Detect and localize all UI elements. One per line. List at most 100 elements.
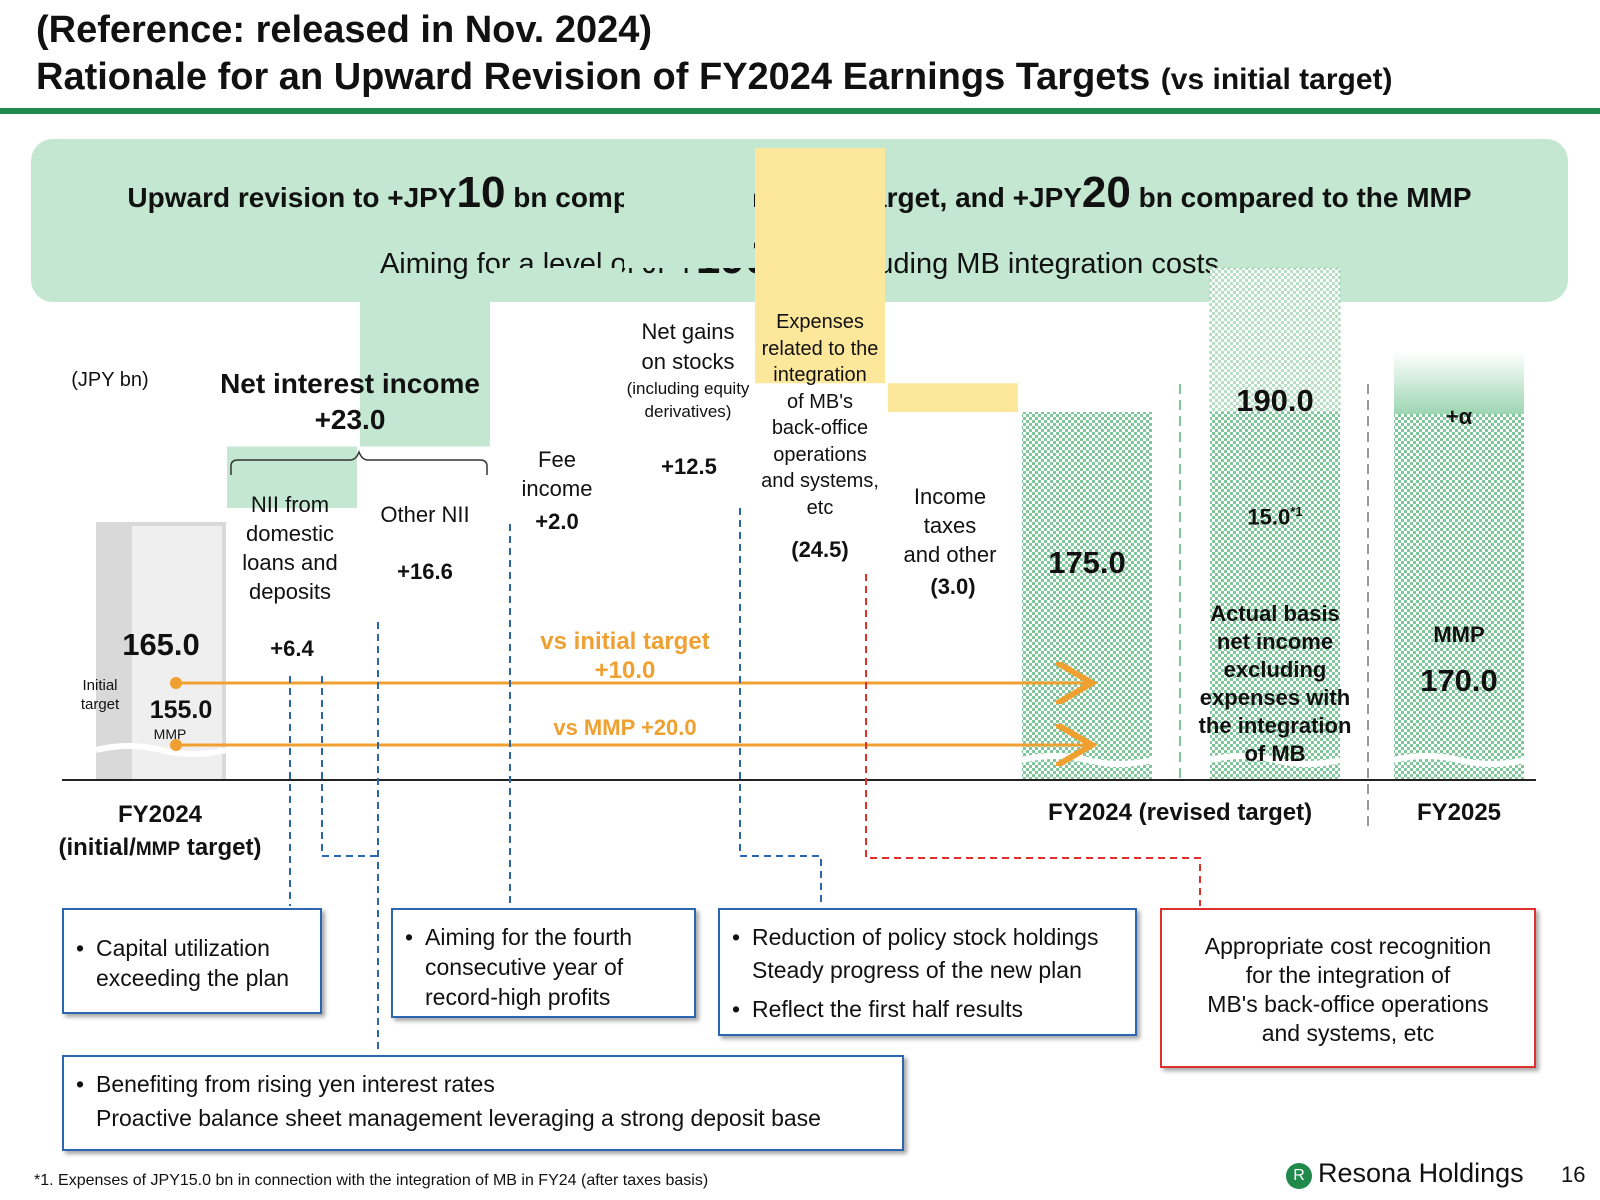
note-line: Benefiting from rising yen interest rate… — [96, 1071, 495, 1097]
bar-label-line: on stocks — [612, 347, 764, 377]
bar-label-line: Expenses — [748, 309, 892, 336]
initial-target-label-line: target — [70, 695, 130, 714]
bar-label-line: and other — [885, 540, 1015, 569]
annotation-text: vs initial target — [510, 627, 740, 656]
x-label-fy24-revised: FY2024 (revised target) — [1010, 798, 1350, 827]
bar-label-actual-basis: Actual basis net income excluding expens… — [1185, 600, 1365, 768]
bar-label-line: derivatives) — [612, 400, 764, 423]
bar-segment-label-fy25: MMP — [1394, 620, 1524, 649]
bar-fy24-revised — [1022, 412, 1152, 780]
bar-value-fee: +2.0 — [492, 507, 622, 536]
bar-label-line: operations — [748, 442, 892, 469]
note-text: Aiming for the fourth consecutive year o… — [425, 922, 684, 1012]
note-rates: • Benefiting from rising yen interest ra… — [62, 1055, 904, 1151]
bar-value-tax: (3.0) — [888, 572, 1018, 601]
bullet-icon: • — [732, 994, 752, 1024]
note-cost: Appropriate cost recognition for the int… — [1160, 908, 1536, 1068]
note-line: Proactive balance sheet management lever… — [96, 1105, 821, 1131]
bar-fee — [494, 268, 622, 287]
bar-top-label-fy25: +α — [1394, 402, 1524, 431]
note-bullet: • Reflect the first half results — [720, 988, 1135, 1024]
note-line: for the integration of — [1170, 961, 1526, 990]
note-bullet: • Aiming for the fourth consecutive year… — [393, 910, 694, 1012]
bar-label-line: related to the — [748, 336, 892, 363]
bar-label-mb-expenses: Expenses related to the integration of M… — [748, 309, 892, 521]
connector-rates-a — [322, 676, 378, 856]
bar-label-line: Actual basis — [1185, 600, 1365, 628]
bar-label-line: excluding — [1185, 656, 1365, 684]
bar-value-other-nii: +16.6 — [360, 557, 490, 586]
bar-label-line: NII from — [220, 490, 360, 519]
bar-label-line: Net gains — [612, 317, 764, 347]
x-label-part: MMP — [136, 839, 180, 860]
annotation-vs-initial: vs initial target +10.0 — [510, 627, 740, 685]
logo-text: Resona Holdings — [1318, 1158, 1524, 1188]
bar-label-line: income — [492, 474, 622, 503]
bar-label-line: domestic — [220, 519, 360, 548]
x-label-line: FY2024 — [40, 798, 280, 831]
note-text: Capital utilization exceeding the plan — [96, 933, 310, 993]
bar-label-line: Fee — [492, 445, 622, 474]
bar-label-line: (including equity — [612, 377, 764, 400]
bar-label-line: of MB — [1185, 740, 1365, 768]
bullet-icon: • — [405, 922, 425, 1012]
bullet-icon: • — [76, 1069, 96, 1137]
note-text: Appropriate cost recognition for the int… — [1162, 910, 1534, 1048]
note-line: Reduction of policy stock holdings — [752, 924, 1098, 950]
bar-value-start: 165.0 — [96, 630, 226, 659]
annotation-vs-mmp: vs MMP +20.0 — [510, 713, 740, 742]
bar-fy25 — [1394, 414, 1524, 780]
bar-label-line: taxes — [885, 511, 1015, 540]
bar-label-line: deposits — [220, 577, 360, 606]
note-bullet: • Capital utilization exceeding the plan — [64, 910, 320, 993]
bar-label-fee: Fee income — [492, 445, 622, 503]
resona-logo-icon: R — [1286, 1163, 1312, 1189]
footnote: *1. Expenses of JPY15.0 bn in connection… — [34, 1172, 708, 1190]
annotation-value: +10.0 — [510, 656, 740, 685]
brand-logo: R Resona Holdings — [1286, 1158, 1524, 1189]
bar-label-other-nii: Other NII — [360, 500, 490, 529]
note-bullet: • Reduction of policy stock holdings Stea… — [720, 910, 1135, 988]
bar-value-nii-loans: +6.4 — [227, 634, 357, 663]
note-stocks: • Reduction of policy stock holdings Stea… — [718, 908, 1137, 1036]
bar-value-actual-basis: 190.0 — [1210, 386, 1340, 415]
bar-label-line: and systems, — [748, 468, 892, 495]
bullet-icon: • — [76, 933, 96, 993]
bar-label-line: etc — [748, 495, 892, 522]
bar-segment-value-actual-basis: 15.0*1 — [1210, 497, 1340, 531]
note-capital: • Capital utilization exceeding the plan — [62, 908, 322, 1014]
note-fee: • Aiming for the fourth consecutive year… — [391, 908, 696, 1018]
group-label-title: Net interest income — [190, 366, 510, 402]
footnote-ref: *1 — [1290, 504, 1302, 519]
bar-label-line: back-office — [748, 415, 892, 442]
segment-value: 15.0 — [1247, 504, 1290, 529]
x-label-fy24-initial: FY2024 (initial/MMP target) — [40, 798, 280, 866]
note-text: Reduction of policy stock holdings Steady… — [752, 922, 1098, 988]
group-label-value: +23.0 — [190, 402, 510, 438]
note-line: and systems, etc — [1170, 1019, 1526, 1048]
connector-stocks — [740, 508, 821, 906]
bar-value-fy24-revised: 175.0 — [1022, 548, 1152, 577]
bar-label-nii-loans: NII from domestic loans and deposits — [220, 490, 360, 606]
bar-label-line: integration — [748, 362, 892, 389]
note-text: Benefiting from rising yen interest rate… — [96, 1069, 821, 1137]
bar-value-fy25: 170.0 — [1394, 666, 1524, 695]
bar-label-tax: Income taxes and other — [885, 482, 1015, 569]
bar-value-mb-expenses: (24.5) — [755, 535, 885, 564]
bar-label-line: of MB's — [748, 389, 892, 416]
bar-label-line: the integration — [1185, 712, 1365, 740]
note-bullet: • Benefiting from rising yen interest ra… — [64, 1057, 902, 1137]
bar-value-stocks: +12.5 — [624, 452, 754, 481]
bar-label-line: expenses with — [1185, 684, 1365, 712]
note-line: Appropriate cost recognition — [1170, 932, 1526, 961]
initial-target-label: Initial target — [70, 676, 130, 714]
x-label-fy25: FY2025 — [1394, 798, 1524, 827]
x-label-part: target) — [180, 834, 261, 861]
unit-label: (JPY bn) — [60, 366, 160, 395]
bar-label-line: net income — [1185, 628, 1365, 656]
bar-stocks — [624, 148, 754, 268]
bar-tax — [888, 383, 1018, 412]
note-line: MB's back-office operations — [1170, 990, 1526, 1019]
group-label: Net interest income +23.0 — [190, 366, 510, 438]
bar-inner-label-start: MMP — [140, 720, 200, 749]
